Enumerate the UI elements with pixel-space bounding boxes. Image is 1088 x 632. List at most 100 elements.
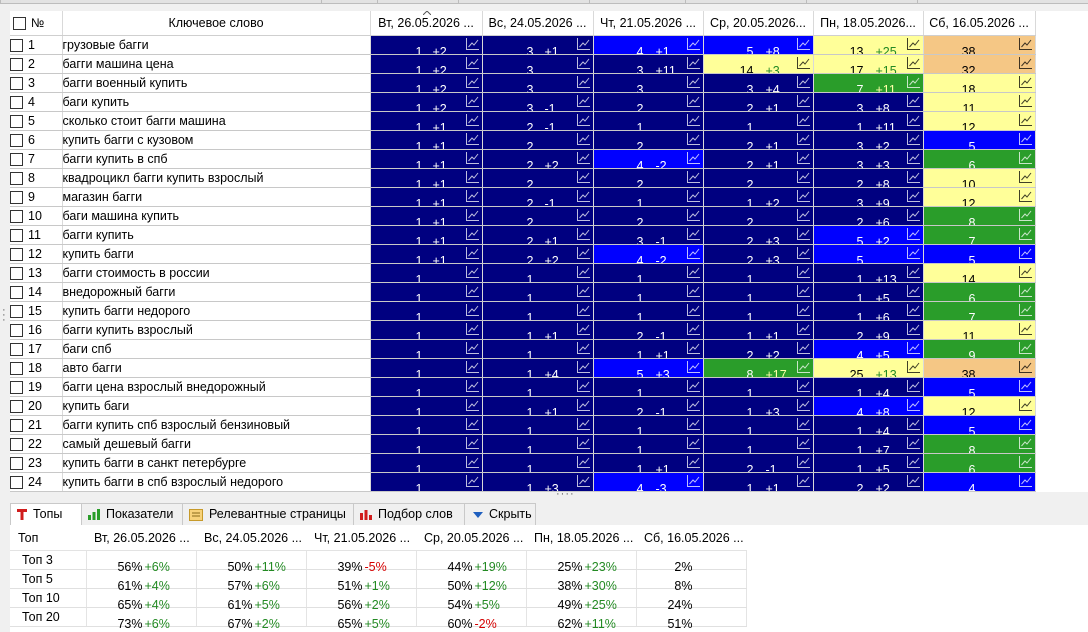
line-chart-icon[interactable] (906, 399, 920, 411)
position-cell[interactable]: 1 +1 (370, 130, 483, 150)
position-cell[interactable]: 4 +5 (813, 339, 924, 359)
line-chart-icon[interactable] (465, 152, 479, 164)
tops-header-date[interactable]: Вс, 24.05.2026 ... (196, 525, 306, 551)
keyword-cell[interactable]: багги купить взрослый (62, 320, 371, 340)
line-chart-icon[interactable] (796, 399, 810, 411)
keyword-cell[interactable]: багги машина цена (62, 54, 371, 74)
row-checkbox[interactable] (10, 172, 23, 186)
line-chart-icon[interactable] (906, 57, 920, 69)
line-chart-icon[interactable] (576, 456, 590, 468)
position-cell[interactable]: 10 (923, 168, 1036, 188)
tops-header-date[interactable]: Чт, 21.05.2026 ... (306, 525, 416, 551)
line-chart-icon[interactable] (576, 266, 590, 278)
position-cell[interactable]: 1 (370, 453, 483, 473)
tops-header-date[interactable]: Вт, 26.05.2026 ... (86, 525, 196, 551)
line-chart-icon[interactable] (1018, 228, 1032, 240)
position-cell[interactable]: 2 (703, 168, 814, 188)
line-chart-icon[interactable] (465, 418, 479, 430)
line-chart-icon[interactable] (465, 95, 479, 107)
row-number-cell[interactable]: 9 (10, 187, 63, 207)
column-header-date[interactable]: Вт, 26.05.2026 ... (370, 11, 483, 36)
line-chart-icon[interactable] (906, 323, 920, 335)
position-cell[interactable]: 2 +8 (813, 168, 924, 188)
horizontal-splitter[interactable]: ···· (0, 488, 1088, 502)
position-cell[interactable]: 1 (593, 301, 704, 321)
tab-indicators[interactable]: Показатели (81, 503, 183, 525)
position-cell[interactable]: 1 +1 (482, 396, 594, 416)
position-cell[interactable]: 1 +1 (370, 225, 483, 245)
line-chart-icon[interactable] (1018, 380, 1032, 392)
position-cell[interactable]: 1 +5 (813, 453, 924, 473)
row-checkbox[interactable] (10, 324, 23, 338)
table-row[interactable]: 9 магазин багги 1 +1 2 -1 1 1 +2 3 +9 12 (10, 187, 1036, 207)
position-cell[interactable]: 3 +3 (813, 149, 924, 169)
line-chart-icon[interactable] (1018, 418, 1032, 430)
position-cell[interactable]: 4 +1 (593, 35, 704, 55)
column-header-date[interactable]: Ср, 20.05.2026... (703, 11, 814, 36)
row-number-cell[interactable]: 12 (10, 244, 63, 264)
position-cell[interactable]: 1 (370, 415, 483, 435)
keyword-cell[interactable]: баги купить (62, 92, 371, 112)
line-chart-icon[interactable] (796, 323, 810, 335)
line-chart-icon[interactable] (796, 171, 810, 183)
tops-row[interactable]: Топ 20 73% +6% 67% +2% 65% +5% 60% -2% 62% +11% 51% (10, 607, 747, 631)
position-cell[interactable]: 8 (923, 434, 1036, 454)
line-chart-icon[interactable] (796, 228, 810, 240)
position-cell[interactable]: 1 (703, 263, 814, 283)
row-number-cell[interactable]: 7 (10, 149, 63, 169)
line-chart-icon[interactable] (465, 57, 479, 69)
position-cell[interactable]: 2 -1 (482, 187, 594, 207)
position-cell[interactable]: 4 -2 (593, 149, 704, 169)
position-cell[interactable]: 2 +6 (813, 206, 924, 226)
position-cell[interactable]: 4 -3 (593, 472, 704, 492)
line-chart-icon[interactable] (686, 38, 700, 50)
keyword-cell[interactable]: багги стоимость в россии (62, 263, 371, 283)
position-cell[interactable]: 13 +25 (813, 35, 924, 55)
position-cell[interactable]: 1 +1 (370, 168, 483, 188)
position-cell[interactable]: 3 (593, 73, 704, 93)
position-cell[interactable]: 1 +1 (703, 320, 814, 340)
line-chart-icon[interactable] (686, 95, 700, 107)
table-row[interactable]: 10 баги машина купить 1 +1 2 2 2 2 +6 8 (10, 206, 1036, 226)
line-chart-icon[interactable] (686, 266, 700, 278)
column-header-number[interactable]: № (10, 11, 63, 36)
line-chart-icon[interactable] (796, 57, 810, 69)
line-chart-icon[interactable] (906, 266, 920, 278)
position-cell[interactable]: 2 +2 (703, 339, 814, 359)
row-checkbox[interactable] (10, 39, 23, 53)
position-cell[interactable]: 18 (923, 73, 1036, 93)
position-cell[interactable]: 2 -1 (703, 453, 814, 473)
line-chart-icon[interactable] (576, 228, 590, 240)
row-number-cell[interactable]: 3 (10, 73, 63, 93)
position-cell[interactable]: 1 +1 (370, 111, 483, 131)
line-chart-icon[interactable] (796, 152, 810, 164)
line-chart-icon[interactable] (465, 342, 479, 354)
position-cell[interactable]: 1 (703, 301, 814, 321)
line-chart-icon[interactable] (576, 76, 590, 88)
line-chart-icon[interactable] (686, 76, 700, 88)
row-number-cell[interactable]: 23 (10, 453, 63, 473)
line-chart-icon[interactable] (796, 437, 810, 449)
row-number-cell[interactable]: 1 (10, 35, 63, 55)
row-checkbox[interactable] (10, 153, 23, 167)
row-number-cell[interactable]: 24 (10, 472, 63, 492)
line-chart-icon[interactable] (1018, 171, 1032, 183)
tops-header-date[interactable]: Пн, 18.05.2026 ... (526, 525, 636, 551)
position-cell[interactable]: 1 (703, 434, 814, 454)
table-row[interactable]: 2 багги машина цена 1 +2 3 3 +11 14 +3 17 +15 32 (10, 54, 1036, 74)
line-chart-icon[interactable] (796, 76, 810, 88)
keyword-cell[interactable]: багги купить в спб (62, 149, 371, 169)
position-cell[interactable]: 1 (370, 434, 483, 454)
table-row[interactable]: 3 багги военный купить 1 +2 3 3 3 +4 7 +11 18 (10, 73, 1036, 93)
keyword-cell[interactable]: грузовые багги (62, 35, 371, 55)
line-chart-icon[interactable] (465, 114, 479, 126)
line-chart-icon[interactable] (1018, 38, 1032, 50)
line-chart-icon[interactable] (1018, 342, 1032, 354)
row-number-cell[interactable]: 8 (10, 168, 63, 188)
position-cell[interactable]: 7 +11 (813, 73, 924, 93)
line-chart-icon[interactable] (686, 247, 700, 259)
position-cell[interactable]: 2 -1 (482, 111, 594, 131)
tops-row[interactable]: Топ 3 56% +6% 50% +11% 39% -5% 44% +19% 25% +23% 2% (10, 550, 747, 574)
line-chart-icon[interactable] (796, 95, 810, 107)
line-chart-icon[interactable] (686, 171, 700, 183)
